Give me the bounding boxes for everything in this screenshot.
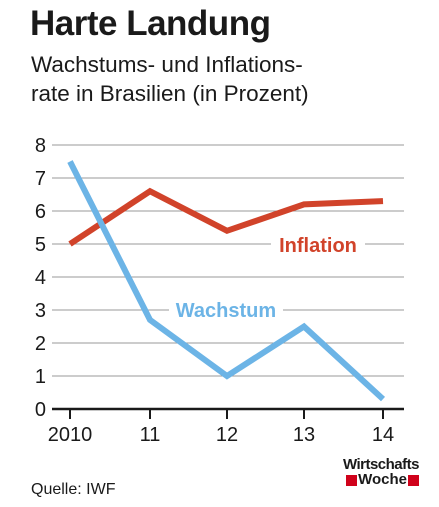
series-label-wachstum: Wachstum [176, 300, 276, 322]
y-tick-label: 3 [35, 300, 46, 322]
y-tick-label: 2 [35, 333, 46, 355]
x-tick-label: 14 [372, 424, 394, 446]
y-tick-label: 8 [35, 135, 46, 157]
source-note: Quelle: IWF [31, 481, 116, 498]
logo-bar-right [408, 475, 419, 486]
chart-subtitle: Wachstums- und Inflations- rate in Brasi… [31, 50, 431, 108]
y-tick-label: 6 [35, 201, 46, 223]
y-tick-label: 1 [35, 366, 46, 388]
series-line-wachstum [67, 160, 386, 402]
logo-bar-left [346, 475, 358, 486]
series-label-inflation-bg [271, 235, 365, 259]
y-tick-label: 5 [35, 234, 46, 256]
x-tick-label: 12 [216, 424, 238, 446]
logo-line-2: Woche [346, 472, 419, 487]
logo-line-1: Wirtschafts [342, 456, 420, 473]
logo-word: Woche [358, 471, 407, 488]
chart-title: Harte Landung [30, 4, 271, 43]
x-tick-label: 13 [293, 424, 315, 446]
x-tick-label: 11 [140, 424, 161, 446]
series-label-wachstum-bg [169, 300, 283, 324]
subtitle-line-1: Wachstums- und Inflations- [31, 52, 303, 77]
y-tick-label: 7 [35, 168, 46, 190]
subtitle-line-2: rate in Brasilien (in Prozent) [31, 81, 309, 106]
publisher-logo: Wirtschafts Woche [319, 456, 420, 487]
x-tick-label: 2010 [48, 424, 93, 446]
y-tick-label: 0 [35, 399, 46, 421]
y-tick-label: 4 [35, 267, 46, 289]
series-label-inflation: Inflation [279, 235, 357, 257]
